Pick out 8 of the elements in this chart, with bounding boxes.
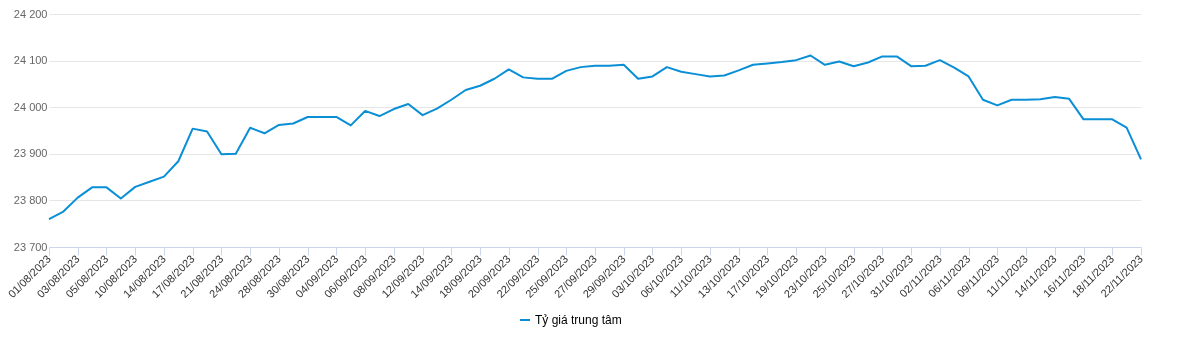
line-series <box>48 54 1142 221</box>
y-tick-label: 24 200 <box>13 7 48 20</box>
y-tick-label: 23 700 <box>13 240 48 253</box>
y-tick-label: 23 800 <box>13 193 48 206</box>
y-tick-label: 23 900 <box>13 147 48 160</box>
legend-label: Tỷ giá trung tâm <box>535 313 622 327</box>
y-tick-label: 24 100 <box>13 54 48 67</box>
y-tick-label: 24 000 <box>13 100 48 113</box>
